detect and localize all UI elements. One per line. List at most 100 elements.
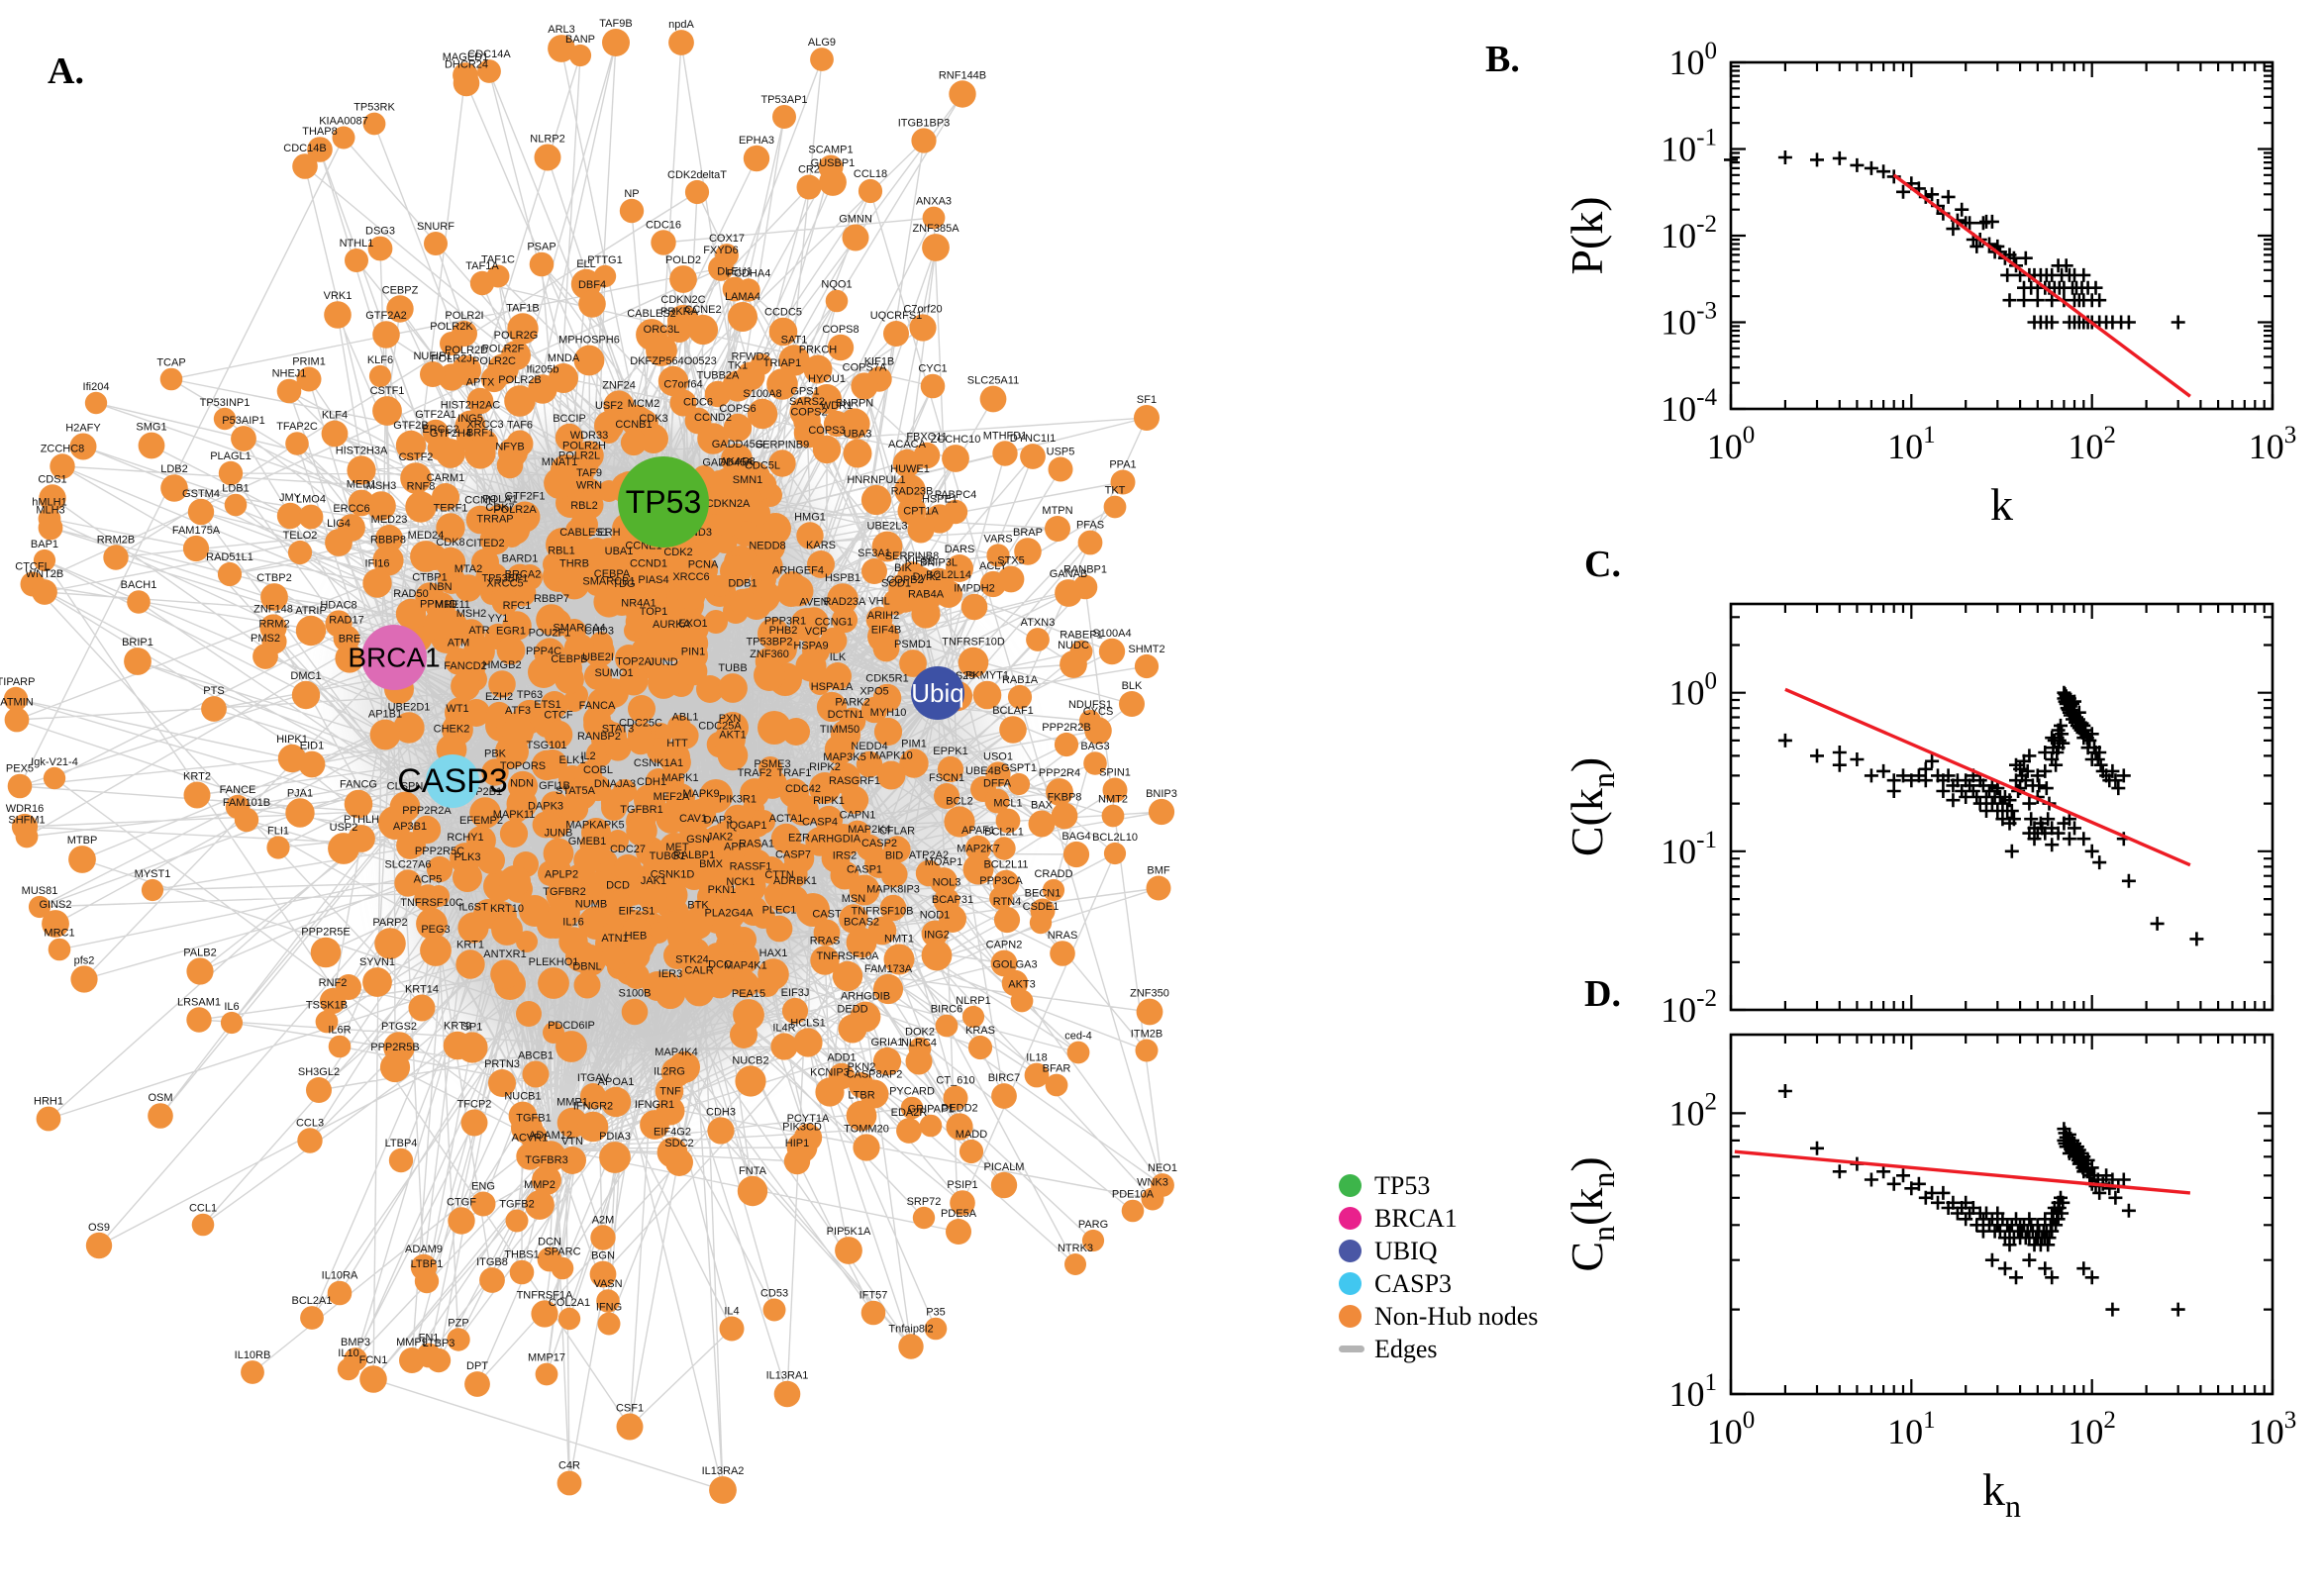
network-node: [684, 179, 710, 205]
network-node: [619, 666, 649, 696]
network-node: [558, 568, 590, 600]
gene-label: POLR2A: [493, 504, 537, 516]
network-node: [861, 558, 887, 584]
network-node: [946, 1219, 971, 1245]
network-node: [934, 783, 960, 809]
gene-label: PRIM1: [292, 356, 326, 368]
gene-label: Ifi205b: [526, 363, 558, 375]
network-node: [479, 1267, 505, 1293]
gene-label: EXO1: [678, 618, 707, 630]
gene-label: NDN: [510, 778, 534, 790]
gene-label: BCAS2: [844, 917, 879, 929]
network-node: [420, 361, 446, 387]
legend-item-edges: Edges: [1339, 1333, 1538, 1365]
gene-label: CAPN2: [986, 940, 1023, 951]
network-node: [469, 797, 501, 829]
network-node: [719, 1316, 745, 1342]
gene-label: PBK: [484, 748, 507, 759]
gene-label: USP2: [330, 822, 358, 834]
network-node: [594, 411, 624, 441]
gene-label: GSTM4: [182, 488, 220, 500]
gene-label: TDG: [612, 578, 635, 590]
network-node: [621, 998, 649, 1026]
tick-label: 101: [1887, 422, 1936, 466]
network-node: [568, 537, 600, 568]
network-node: [295, 615, 327, 647]
gene-label: CD53: [760, 1287, 788, 1299]
network-node: [138, 432, 165, 459]
gene-label: GPS1: [790, 385, 819, 397]
network-node: [556, 1031, 587, 1062]
gene-label: OSM: [148, 1092, 172, 1104]
tick-label: 103: [2249, 422, 2297, 466]
gene-label: FNTA: [739, 1165, 767, 1177]
gene-label: KRT1: [456, 939, 484, 950]
gene-label: ATP2A2: [909, 849, 949, 861]
gene-label: PPP2R5C: [415, 846, 464, 857]
network-node: [416, 908, 448, 940]
gene-label: FN1: [419, 1333, 440, 1345]
network-node: [549, 897, 580, 929]
hub-label: Ubiq: [911, 678, 963, 708]
network-node: [1042, 878, 1065, 902]
network-node: [616, 1413, 644, 1441]
network-node: [1141, 1187, 1164, 1211]
gene-label: FAM175A: [172, 525, 221, 537]
gene-label: CDC5L: [745, 460, 780, 472]
network-node: [990, 949, 1018, 977]
gene-label: KIF1B: [864, 355, 895, 367]
gene-label: POLD2: [665, 254, 701, 266]
network-node: [872, 973, 904, 1005]
network-node: [424, 232, 448, 255]
network-node: [620, 429, 648, 456]
gene-label: CEBPZ: [382, 284, 419, 296]
gene-label: DBF4: [578, 279, 606, 291]
network-node: [708, 255, 734, 281]
gene-label: CDKN2C: [660, 294, 705, 306]
gene-label: HIST2H2AC: [441, 400, 501, 412]
network-node: [721, 851, 749, 879]
network-node: [678, 656, 708, 686]
gene-label: LIG4: [327, 518, 351, 530]
gene-label: SPARC: [544, 1247, 580, 1258]
network-node: [578, 290, 606, 318]
gene-label: PSME3: [754, 758, 790, 770]
gene-label: TOP1: [640, 606, 668, 618]
network-node: [1051, 802, 1078, 830]
network-node: [466, 826, 496, 855]
gene-label: NLRC4: [901, 1037, 937, 1048]
network-node: [651, 230, 676, 255]
gene-label: AVEN: [799, 596, 828, 608]
gene-label: JUND: [649, 656, 677, 668]
gene-label: HDAC8: [320, 599, 356, 611]
network-node: [453, 69, 480, 97]
network-node: [935, 1014, 959, 1038]
gene-label: SNURF: [417, 221, 454, 233]
gene-label: ADD1: [827, 1052, 856, 1064]
gene-label: TP53BP2: [746, 637, 792, 648]
gene-label: CCNB1: [615, 419, 652, 431]
gene-label: RIPK1: [813, 795, 845, 807]
network-node: [187, 498, 215, 526]
gene-label: Dyrk2: [913, 571, 942, 583]
gene-label: P53AIP1: [222, 415, 264, 427]
gene-label: TCAP: [156, 357, 185, 369]
network-node: [496, 451, 524, 479]
gene-label: SRP72: [907, 1196, 942, 1208]
gene-label: BCL2L10: [1092, 832, 1138, 844]
network-node: [50, 453, 75, 479]
gene-label: MRE11: [435, 599, 470, 611]
network-node: [669, 389, 697, 417]
network-node: [859, 1079, 889, 1109]
gene-label: LMO4: [296, 494, 326, 506]
network-node: [815, 1077, 845, 1107]
gene-label: BRE: [339, 633, 361, 645]
network-node: [781, 997, 809, 1025]
gene-label: APOA1: [598, 1076, 635, 1088]
network-node: [856, 750, 883, 778]
gene-label: POLR2D: [445, 345, 488, 356]
hub-label: CASP3: [397, 762, 508, 800]
gene-label: CCND1: [630, 557, 667, 569]
gene-label: MUS81: [22, 885, 58, 897]
